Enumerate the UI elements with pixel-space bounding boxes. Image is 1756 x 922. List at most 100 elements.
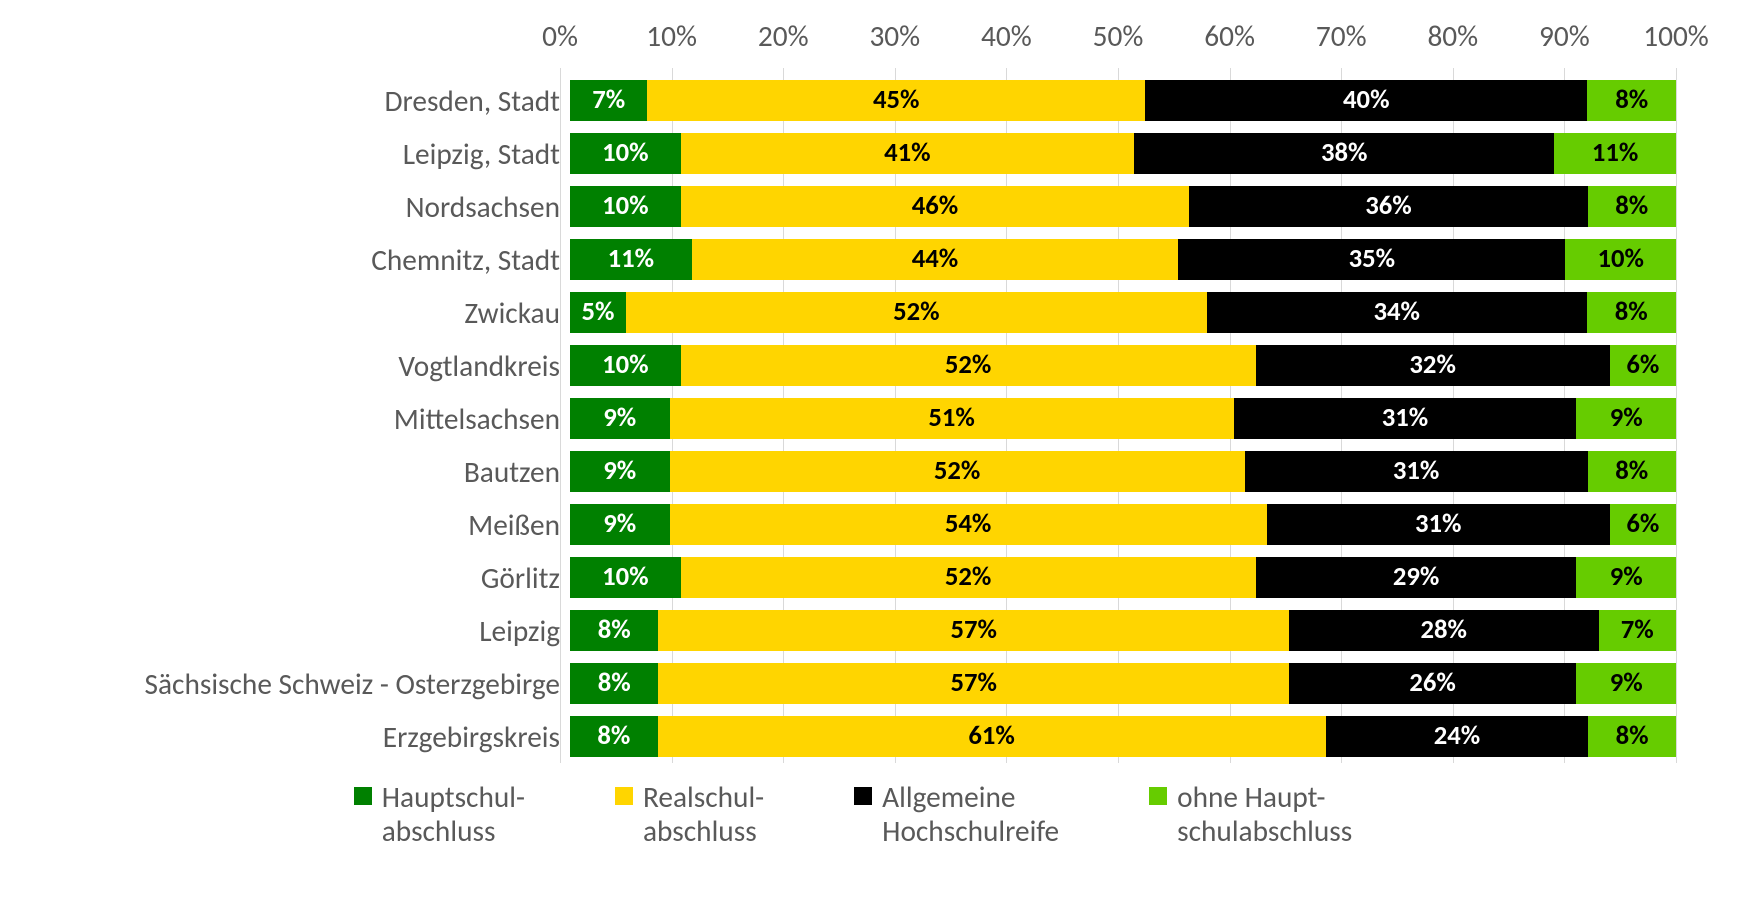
stacked-bar: 9%54%31%6%: [570, 504, 1676, 545]
chart-row: Bautzen9%52%31%8%: [30, 445, 1676, 498]
category-label: Bautzen: [30, 454, 570, 490]
bar-segment-haupt: 7%: [570, 80, 647, 121]
bar-segment-real: 52%: [681, 345, 1256, 386]
chart-row: Vogtlandkreis10%52%32%6%: [30, 339, 1676, 392]
x-tick-label: 100%: [1643, 18, 1709, 54]
bar-track: 10%46%36%8%: [570, 186, 1676, 227]
bar-segment-abi: 31%: [1267, 504, 1610, 545]
chart-row: Dresden, Stadt7%45%40%8%: [30, 74, 1676, 127]
bar-segment-ohne: 10%: [1565, 239, 1676, 280]
x-axis: 0%10%20%30%40%50%60%70%80%90%100%: [560, 10, 1676, 74]
bar-segment-ohne: 6%: [1610, 504, 1676, 545]
rows: Dresden, Stadt7%45%40%8%Leipzig, Stadt10…: [30, 74, 1676, 763]
bar-segment-abi: 36%: [1189, 186, 1587, 227]
bar-segment-real: 51%: [670, 398, 1234, 439]
bar-track: 10%52%32%6%: [570, 345, 1676, 386]
category-label: Dresden, Stadt: [30, 83, 570, 119]
category-label: Leipzig: [30, 613, 570, 649]
chart-row: Chemnitz, Stadt11%44%35%10%: [30, 233, 1676, 286]
stacked-bar: 8%61%24%8%: [570, 716, 1676, 757]
bar-segment-real: 52%: [670, 451, 1245, 492]
bar-segment-abi: 40%: [1145, 80, 1587, 121]
chart-row: Leipzig8%57%28%7%: [30, 604, 1676, 657]
bar-track: 10%41%38%11%: [570, 133, 1676, 174]
category-label: Nordsachsen: [30, 189, 570, 225]
bar-segment-ohne: 8%: [1588, 451, 1676, 492]
chart-row: Erzgebirgskreis8%61%24%8%: [30, 710, 1676, 763]
legend-swatch: [615, 787, 633, 805]
bar-segment-real: 52%: [626, 292, 1207, 333]
stacked-bar: 11%44%35%10%: [570, 239, 1676, 280]
bar-segment-real: 46%: [681, 186, 1190, 227]
chart-row: Sächsische Schweiz - Osterzgebirge8%57%2…: [30, 657, 1676, 710]
bar-segment-abi: 32%: [1256, 345, 1610, 386]
stacked-bar: 10%52%29%9%: [570, 557, 1676, 598]
bar-segment-abi: 34%: [1207, 292, 1587, 333]
legend-item-abi: Allgemeine Hochschulreife: [854, 781, 1059, 848]
x-tick-label: 90%: [1539, 18, 1590, 54]
bar-segment-abi: 31%: [1234, 398, 1577, 439]
bar-segment-real: 41%: [681, 133, 1134, 174]
education-by-district-stacked-bar-chart: 0%10%20%30%40%50%60%70%80%90%100%Dresden…: [0, 0, 1756, 922]
bar-segment-haupt: 9%: [570, 398, 670, 439]
category-label: Sächsische Schweiz - Osterzgebirge: [30, 666, 570, 702]
x-tick-label: 60%: [1204, 18, 1255, 54]
chart-row: Zwickau5%52%34%8%: [30, 286, 1676, 339]
bar-segment-real: 45%: [647, 80, 1145, 121]
bar-segment-abi: 29%: [1256, 557, 1577, 598]
legend: Hauptschul- abschluss Realschul- abschlus…: [30, 781, 1676, 848]
bar-segment-haupt: 9%: [570, 451, 670, 492]
x-tickmark: [1676, 68, 1677, 74]
bar-track: 7%45%40%8%: [570, 80, 1676, 121]
bar-track: 8%61%24%8%: [570, 716, 1676, 757]
chart-row: Meißen9%54%31%6%: [30, 498, 1676, 551]
stacked-bar: 10%46%36%8%: [570, 186, 1676, 227]
stacked-bar: 7%45%40%8%: [570, 80, 1676, 121]
stacked-bar: 8%57%26%9%: [570, 663, 1676, 704]
x-tick-label: 40%: [981, 18, 1032, 54]
stacked-bar: 9%52%31%8%: [570, 451, 1676, 492]
bar-segment-haupt: 10%: [570, 557, 681, 598]
bar-track: 8%57%28%7%: [570, 610, 1676, 651]
chart-row: Nordsachsen10%46%36%8%: [30, 180, 1676, 233]
bar-segment-abi: 26%: [1289, 663, 1577, 704]
x-tick-label: 0%: [542, 18, 578, 54]
legend-label: Hauptschul- abschluss: [382, 781, 525, 848]
category-label: Vogtlandkreis: [30, 348, 570, 384]
category-label: Meißen: [30, 507, 570, 543]
bar-segment-ohne: 8%: [1588, 186, 1676, 227]
x-tick-label: 10%: [646, 18, 697, 54]
bar-segment-ohne: 9%: [1576, 398, 1676, 439]
bar-segment-haupt: 10%: [570, 345, 681, 386]
bar-segment-haupt: 8%: [570, 663, 658, 704]
legend-label: Realschul- abschluss: [643, 781, 764, 848]
bar-segment-real: 57%: [658, 610, 1288, 651]
category-label: Mittelsachsen: [30, 401, 570, 437]
chart-row: Mittelsachsen9%51%31%9%: [30, 392, 1676, 445]
chart-row: Leipzig, Stadt10%41%38%11%: [30, 127, 1676, 180]
legend-label: Allgemeine Hochschulreife: [882, 781, 1059, 848]
legend-item-ohne: ohne Haupt- schulabschluss: [1149, 781, 1352, 848]
stacked-bar: 10%52%32%6%: [570, 345, 1676, 386]
bar-segment-ohne: 9%: [1576, 663, 1676, 704]
bar-track: 9%54%31%6%: [570, 504, 1676, 545]
stacked-bar: 5%52%34%8%: [570, 292, 1676, 333]
chart-row: Görlitz10%52%29%9%: [30, 551, 1676, 604]
bar-segment-haupt: 10%: [570, 133, 681, 174]
bar-segment-abi: 28%: [1289, 610, 1599, 651]
bar-segment-real: 54%: [670, 504, 1267, 545]
stacked-bar: 8%57%28%7%: [570, 610, 1676, 651]
category-label: Zwickau: [30, 295, 570, 331]
x-tick-label: 70%: [1316, 18, 1367, 54]
category-label: Leipzig, Stadt: [30, 136, 570, 172]
category-label: Erzgebirgskreis: [30, 719, 570, 755]
bar-segment-ohne: 6%: [1610, 345, 1676, 386]
bar-track: 11%44%35%10%: [570, 239, 1676, 280]
gridline: [1676, 74, 1677, 763]
bar-segment-real: 52%: [681, 557, 1256, 598]
bar-segment-real: 57%: [658, 663, 1288, 704]
bar-track: 9%52%31%8%: [570, 451, 1676, 492]
bar-segment-abi: 38%: [1134, 133, 1554, 174]
bar-track: 10%52%29%9%: [570, 557, 1676, 598]
bar-segment-haupt: 5%: [570, 292, 626, 333]
